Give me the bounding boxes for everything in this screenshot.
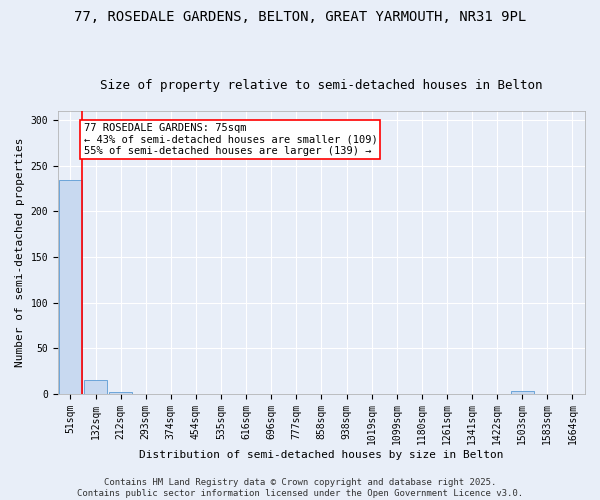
Title: Size of property relative to semi-detached houses in Belton: Size of property relative to semi-detach… xyxy=(100,79,543,92)
X-axis label: Distribution of semi-detached houses by size in Belton: Distribution of semi-detached houses by … xyxy=(139,450,504,460)
Bar xyxy=(109,392,132,394)
Text: 77 ROSEDALE GARDENS: 75sqm
← 43% of semi-detached houses are smaller (109)
55% o: 77 ROSEDALE GARDENS: 75sqm ← 43% of semi… xyxy=(83,123,377,156)
Bar xyxy=(511,391,533,394)
Y-axis label: Number of semi-detached properties: Number of semi-detached properties xyxy=(15,138,25,367)
Bar xyxy=(84,380,107,394)
Text: 77, ROSEDALE GARDENS, BELTON, GREAT YARMOUTH, NR31 9PL: 77, ROSEDALE GARDENS, BELTON, GREAT YARM… xyxy=(74,10,526,24)
Bar xyxy=(59,180,82,394)
Text: Contains HM Land Registry data © Crown copyright and database right 2025.
Contai: Contains HM Land Registry data © Crown c… xyxy=(77,478,523,498)
